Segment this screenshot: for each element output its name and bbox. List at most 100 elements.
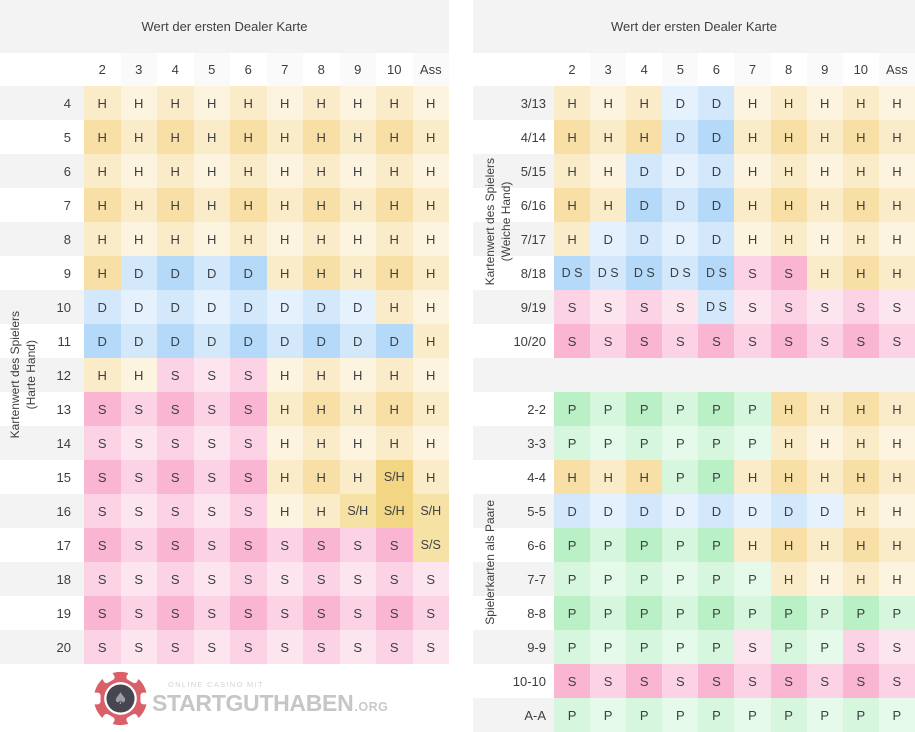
strategy-cell: P [590, 630, 627, 664]
strategy-cell: D [626, 154, 663, 188]
strategy-cell: S [193, 358, 230, 392]
strategy-cell: H [770, 120, 807, 154]
strategy-cell: S [84, 596, 121, 630]
strategy-cell: H [84, 188, 121, 222]
strategy-cell: S [376, 630, 413, 664]
strategy-cell: H [376, 120, 413, 154]
strategy-cell: S [339, 630, 376, 664]
column-header-8: 8 [784, 62, 793, 77]
strategy-cell: H [842, 392, 879, 426]
strategy-cell: S [412, 630, 449, 664]
row-stripe [0, 222, 84, 256]
strategy-cell: P [590, 596, 627, 630]
strategy-cell: H [266, 120, 303, 154]
strategy-cell: P [662, 596, 699, 630]
strategy-cell: D [303, 324, 340, 358]
row-stripe [473, 86, 554, 120]
strategy-cell: H [590, 86, 627, 120]
column-header-7: 7 [266, 53, 303, 86]
strategy-cell: H [878, 494, 915, 528]
strategy-cell: S/H [412, 494, 449, 528]
strategy-cell: H [770, 392, 807, 426]
strategy-cell: S [120, 460, 157, 494]
strategy-cell: P [806, 596, 843, 630]
strategy-cell: D [698, 188, 735, 222]
strategy-cell: P [554, 630, 591, 664]
row-label-8/18: 8/18 [520, 265, 546, 281]
strategy-cell: D [662, 494, 699, 528]
row-label-14: 14 [56, 435, 71, 451]
strategy-cell: H [266, 426, 303, 460]
strategy-cell: P [554, 698, 591, 732]
strategy-cell: H [412, 460, 449, 494]
strategy-cell: H [806, 188, 843, 222]
strategy-cell: S [266, 596, 303, 630]
strategy-cell: D [193, 290, 230, 324]
strategy-cell: H [412, 188, 449, 222]
strategy-cell: H [554, 188, 591, 222]
column-header-4: 4 [171, 62, 179, 77]
strategy-cell: D [193, 256, 230, 290]
strategy-cell: S [626, 324, 663, 358]
strategy-cell: H [303, 86, 340, 120]
strategy-cell: P [698, 596, 735, 630]
column-header-9: 9 [339, 53, 376, 86]
strategy-cell: H [230, 154, 267, 188]
strategy-cell: H [770, 528, 807, 562]
strategy-cell: H [376, 290, 413, 324]
row-stripe [473, 222, 554, 256]
strategy-cell: H [303, 256, 340, 290]
column-header-6: 6 [244, 62, 252, 77]
row-stripe [0, 154, 84, 188]
strategy-cell: H [339, 120, 376, 154]
strategy-cell: P [554, 596, 591, 630]
strategy-cell: D [120, 290, 157, 324]
row-label-12: 12 [56, 367, 71, 383]
strategy-cell: D [662, 154, 699, 188]
column-header-8: 8 [317, 62, 325, 77]
strategy-cell: S [120, 426, 157, 460]
strategy-cell: D [626, 188, 663, 222]
strategy-cell: P [626, 426, 663, 460]
strategy-cell: H [590, 154, 627, 188]
row-stripe [0, 562, 84, 596]
strategy-cell: H [806, 528, 843, 562]
row-label-13: 13 [56, 401, 71, 417]
row-label-4: 4 [63, 95, 71, 111]
strategy-cell: H [120, 154, 157, 188]
strategy-cell: H [842, 494, 879, 528]
strategy-cell: S [698, 664, 735, 698]
strategy-cell: S [590, 324, 627, 358]
strategy-cell: H [412, 120, 449, 154]
strategy-cell: H [554, 154, 591, 188]
strategy-cell: H [734, 528, 771, 562]
strategy-cell: P [554, 562, 591, 596]
strategy-cell: D [662, 86, 699, 120]
row-label-20: 20 [56, 639, 71, 655]
soft-hand-and-pairs-table: Wert der ersten Dealer Karte Kartenwert … [473, 0, 915, 732]
strategy-cell: H [770, 562, 807, 596]
strategy-cell: S [770, 290, 807, 324]
strategy-cell: S [339, 528, 376, 562]
row-label-6: 6 [63, 163, 71, 179]
strategy-cell: H [339, 188, 376, 222]
strategy-cell: D [698, 494, 735, 528]
strategy-cell: H [120, 222, 157, 256]
strategy-cell: D [698, 120, 735, 154]
strategy-cell: H [266, 222, 303, 256]
strategy-cell: H [157, 188, 194, 222]
strategy-cell: H [878, 256, 915, 290]
strategy-cell: H [230, 120, 267, 154]
column-header-Ass: Ass [878, 53, 915, 86]
strategy-cell: H [878, 120, 915, 154]
strategy-cell: H [770, 222, 807, 256]
strategy-cell: S [84, 630, 121, 664]
strategy-cell: H [84, 86, 121, 120]
strategy-cell: H [412, 358, 449, 392]
row-stripe [473, 630, 554, 664]
strategy-cell: S [84, 392, 121, 426]
strategy-cell: H [120, 120, 157, 154]
strategy-cell: H [842, 256, 879, 290]
spade-icon: ♠ [113, 689, 127, 708]
